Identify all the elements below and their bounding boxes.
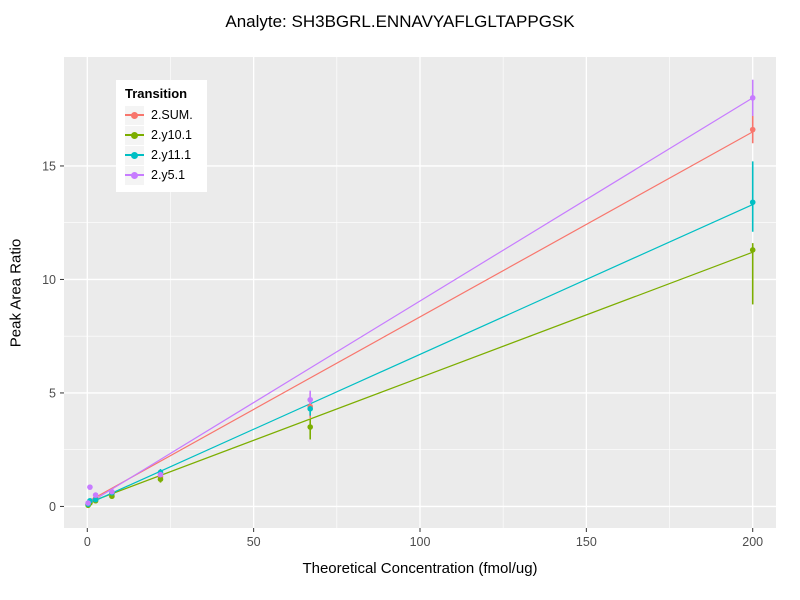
data-point <box>307 424 314 430</box>
legend-item: 2.y11.1 <box>125 145 193 165</box>
y-tick-label: 10 <box>42 273 56 287</box>
fit-line <box>87 251 753 504</box>
data-point <box>109 488 115 495</box>
legend-items: 2.SUM. 2.y10.1 2.y11.1 2.y5.1 <box>125 105 193 185</box>
legend-key-swatch <box>125 165 144 185</box>
x-tick-label: 50 <box>247 535 261 549</box>
legend-item: 2.SUM. <box>125 105 193 125</box>
data-point <box>749 247 756 253</box>
legend-label: 2.SUM. <box>151 108 193 122</box>
x-axis-label: Theoretical Concentration (fmol/ug) <box>302 560 538 577</box>
data-point <box>749 199 756 206</box>
fit-line <box>87 203 753 505</box>
data-point <box>749 95 756 101</box>
y-axis-label: Peak Area Ratio <box>7 238 25 348</box>
data-point <box>307 396 314 403</box>
data-point <box>157 471 164 478</box>
legend-label: 2.y11.1 <box>151 148 192 162</box>
x-tick-label: 200 <box>742 535 763 549</box>
data-point <box>85 500 91 506</box>
x-tick-label: 0 <box>84 535 91 549</box>
y-tick-label: 5 <box>49 386 56 400</box>
fit-line <box>86 97 754 505</box>
data-point <box>87 484 93 490</box>
data-point <box>307 406 314 412</box>
legend-key-swatch <box>125 105 144 125</box>
fit-line <box>86 131 754 503</box>
data-point <box>92 496 99 503</box>
legend-title: Transition <box>125 86 188 101</box>
chart-title: Analyte: SH3BGRL.ENNAVYAFLGLTAPPGSK <box>225 12 575 31</box>
legend-label: 2.y5.1 <box>151 168 186 182</box>
legend-key-swatch <box>125 125 144 145</box>
legend-key-swatch <box>125 145 144 165</box>
data-point <box>157 476 164 482</box>
legend: Transition 2.SUM. 2.y10.1 2.y11.1 2.y5.1 <box>116 80 207 192</box>
x-tick-label: 100 <box>410 535 431 549</box>
data-point <box>92 492 99 498</box>
y-tick-label: 0 <box>49 500 56 514</box>
legend-label: 2.y10.1 <box>151 128 193 142</box>
legend-item: 2.y10.1 <box>125 125 193 145</box>
legend-item: 2.y5.1 <box>125 165 193 185</box>
data-point <box>749 126 756 133</box>
x-tick-label: 150 <box>576 535 597 549</box>
y-tick-label: 15 <box>42 159 56 173</box>
